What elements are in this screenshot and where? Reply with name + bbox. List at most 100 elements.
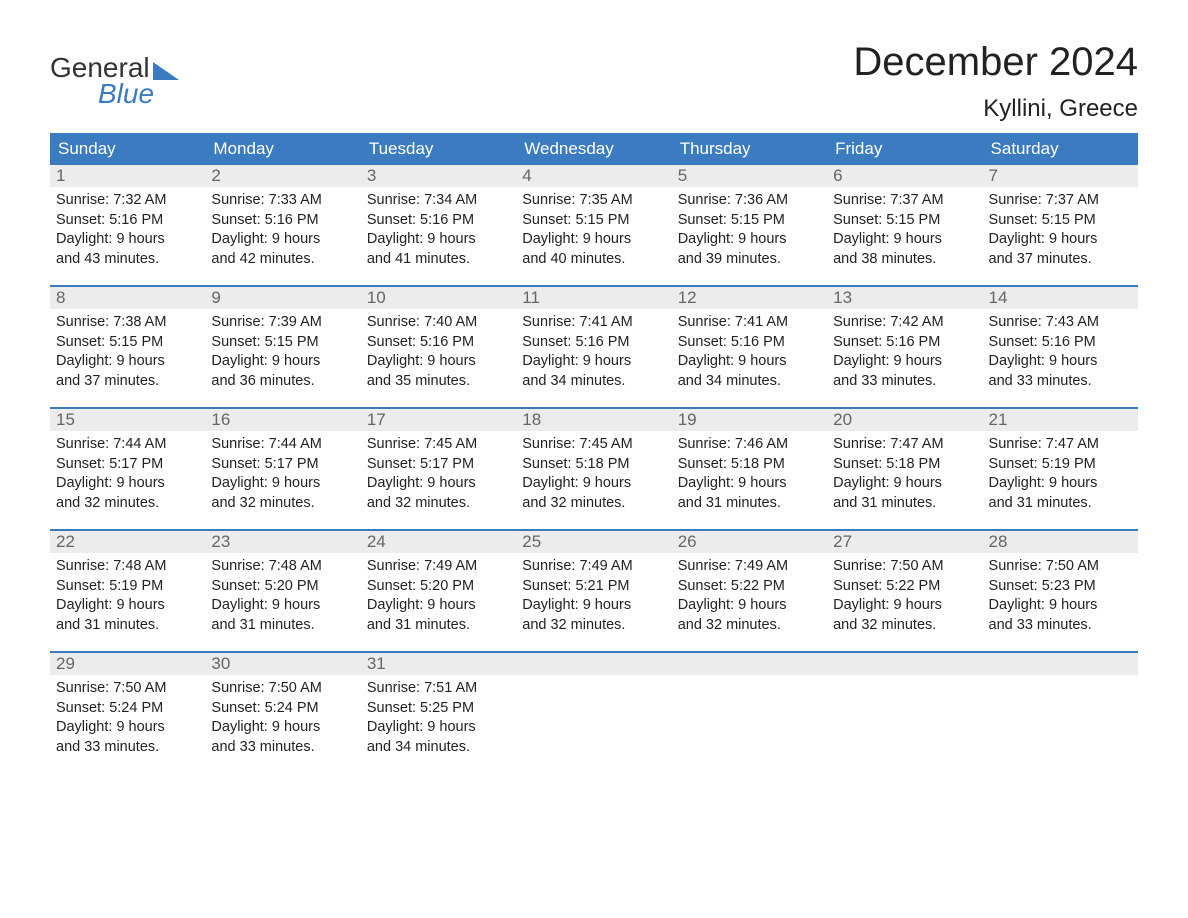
daylight-line-1: Daylight: 9 hours — [211, 718, 354, 738]
day-body: Sunrise: 7:48 AMSunset: 5:20 PMDaylight:… — [205, 553, 360, 635]
day-cell: 19Sunrise: 7:46 AMSunset: 5:18 PMDayligh… — [672, 409, 827, 529]
day-number: 11 — [522, 288, 540, 307]
day-cell: 8Sunrise: 7:38 AMSunset: 5:15 PMDaylight… — [50, 287, 205, 407]
day-number-row: 21 — [983, 409, 1138, 431]
sunrise-line: Sunrise: 7:50 AM — [833, 557, 976, 577]
day-cell: 26Sunrise: 7:49 AMSunset: 5:22 PMDayligh… — [672, 531, 827, 651]
day-cell: 13Sunrise: 7:42 AMSunset: 5:16 PMDayligh… — [827, 287, 982, 407]
day-number-row: 4 — [516, 165, 671, 187]
day-cell — [827, 653, 982, 773]
day-number: 17 — [367, 410, 386, 429]
daylight-line-2: and 31 minutes. — [678, 494, 821, 514]
daylight-line-1: Daylight: 9 hours — [56, 352, 199, 372]
sunrise-line: Sunrise: 7:32 AM — [56, 191, 199, 211]
day-number-row: 19 — [672, 409, 827, 431]
sunset-line: Sunset: 5:16 PM — [367, 333, 510, 353]
day-body: Sunrise: 7:49 AMSunset: 5:22 PMDaylight:… — [672, 553, 827, 635]
sunset-line: Sunset: 5:24 PM — [211, 699, 354, 719]
day-body: Sunrise: 7:41 AMSunset: 5:16 PMDaylight:… — [516, 309, 671, 391]
day-cell: 12Sunrise: 7:41 AMSunset: 5:16 PMDayligh… — [672, 287, 827, 407]
daylight-line-1: Daylight: 9 hours — [989, 230, 1132, 250]
sunset-line: Sunset: 5:16 PM — [367, 211, 510, 231]
sunrise-line: Sunrise: 7:50 AM — [56, 679, 199, 699]
daylight-line-2: and 32 minutes. — [56, 494, 199, 514]
sunset-line: Sunset: 5:16 PM — [56, 211, 199, 231]
daylight-line-1: Daylight: 9 hours — [211, 352, 354, 372]
day-number-row: 28 — [983, 531, 1138, 553]
day-number — [833, 654, 838, 673]
day-number-row: 16 — [205, 409, 360, 431]
day-cell: 31Sunrise: 7:51 AMSunset: 5:25 PMDayligh… — [361, 653, 516, 773]
day-number-row: 12 — [672, 287, 827, 309]
day-number: 22 — [56, 532, 75, 551]
sunset-line: Sunset: 5:15 PM — [833, 211, 976, 231]
page-title: December 2024 — [853, 40, 1138, 85]
sunrise-line: Sunrise: 7:38 AM — [56, 313, 199, 333]
daylight-line-2: and 37 minutes. — [56, 372, 199, 392]
week-row: 15Sunrise: 7:44 AMSunset: 5:17 PMDayligh… — [50, 407, 1138, 529]
day-header: Tuesday — [361, 133, 516, 165]
daylight-line-1: Daylight: 9 hours — [833, 230, 976, 250]
day-cell: 20Sunrise: 7:47 AMSunset: 5:18 PMDayligh… — [827, 409, 982, 529]
daylight-line-2: and 34 minutes. — [367, 738, 510, 758]
sunset-line: Sunset: 5:20 PM — [367, 577, 510, 597]
daylight-line-2: and 32 minutes. — [833, 616, 976, 636]
day-body: Sunrise: 7:50 AMSunset: 5:23 PMDaylight:… — [983, 553, 1138, 635]
day-body: Sunrise: 7:37 AMSunset: 5:15 PMDaylight:… — [827, 187, 982, 269]
sunrise-line: Sunrise: 7:46 AM — [678, 435, 821, 455]
sunset-line: Sunset: 5:15 PM — [989, 211, 1132, 231]
day-body: Sunrise: 7:38 AMSunset: 5:15 PMDaylight:… — [50, 309, 205, 391]
day-number-row: 8 — [50, 287, 205, 309]
daylight-line-1: Daylight: 9 hours — [678, 474, 821, 494]
day-number — [678, 654, 683, 673]
day-header-row: Sunday Monday Tuesday Wednesday Thursday… — [50, 133, 1138, 165]
daylight-line-1: Daylight: 9 hours — [367, 230, 510, 250]
sunrise-line: Sunrise: 7:33 AM — [211, 191, 354, 211]
sunrise-line: Sunrise: 7:41 AM — [678, 313, 821, 333]
day-number: 23 — [211, 532, 230, 551]
daylight-line-2: and 32 minutes. — [367, 494, 510, 514]
day-number-row: 7 — [983, 165, 1138, 187]
daylight-line-2: and 31 minutes. — [989, 494, 1132, 514]
week-row: 29Sunrise: 7:50 AMSunset: 5:24 PMDayligh… — [50, 651, 1138, 773]
daylight-line-2: and 40 minutes. — [522, 250, 665, 270]
sunset-line: Sunset: 5:22 PM — [678, 577, 821, 597]
day-body: Sunrise: 7:47 AMSunset: 5:18 PMDaylight:… — [827, 431, 982, 513]
day-cell: 9Sunrise: 7:39 AMSunset: 5:15 PMDaylight… — [205, 287, 360, 407]
day-cell: 11 Sunrise: 7:41 AMSunset: 5:16 PMDayligh… — [516, 287, 671, 407]
day-cell — [516, 653, 671, 773]
daylight-line-1: Daylight: 9 hours — [56, 718, 199, 738]
daylight-line-2: and 39 minutes. — [678, 250, 821, 270]
sunrise-line: Sunrise: 7:44 AM — [211, 435, 354, 455]
daylight-line-1: Daylight: 9 hours — [522, 230, 665, 250]
day-number: 21 — [989, 410, 1008, 429]
day-number-row: 20 — [827, 409, 982, 431]
day-body: Sunrise: 7:44 AMSunset: 5:17 PMDaylight:… — [50, 431, 205, 513]
sunset-line: Sunset: 5:22 PM — [833, 577, 976, 597]
daylight-line-2: and 33 minutes. — [833, 372, 976, 392]
day-number — [989, 654, 994, 673]
day-number-row: 6 — [827, 165, 982, 187]
week-row: 22Sunrise: 7:48 AMSunset: 5:19 PMDayligh… — [50, 529, 1138, 651]
day-number: 5 — [678, 166, 687, 185]
sunset-line: Sunset: 5:17 PM — [211, 455, 354, 475]
day-number-row: 5 — [672, 165, 827, 187]
day-number-row: 9 — [205, 287, 360, 309]
week-row: 1Sunrise: 7:32 AMSunset: 5:16 PMDaylight… — [50, 165, 1138, 285]
daylight-line-1: Daylight: 9 hours — [833, 474, 976, 494]
sunset-line: Sunset: 5:16 PM — [989, 333, 1132, 353]
daylight-line-2: and 31 minutes. — [833, 494, 976, 514]
day-cell: 2Sunrise: 7:33 AMSunset: 5:16 PMDaylight… — [205, 165, 360, 285]
day-cell: 4Sunrise: 7:35 AMSunset: 5:15 PMDaylight… — [516, 165, 671, 285]
daylight-line-1: Daylight: 9 hours — [678, 596, 821, 616]
sunrise-line: Sunrise: 7:39 AM — [211, 313, 354, 333]
daylight-line-2: and 32 minutes. — [522, 494, 665, 514]
day-cell — [672, 653, 827, 773]
sunset-line: Sunset: 5:17 PM — [56, 455, 199, 475]
daylight-line-2: and 33 minutes. — [211, 738, 354, 758]
daylight-line-1: Daylight: 9 hours — [367, 352, 510, 372]
sunset-line: Sunset: 5:17 PM — [367, 455, 510, 475]
daylight-line-1: Daylight: 9 hours — [522, 352, 665, 372]
daylight-line-2: and 32 minutes. — [211, 494, 354, 514]
sunrise-line: Sunrise: 7:48 AM — [211, 557, 354, 577]
